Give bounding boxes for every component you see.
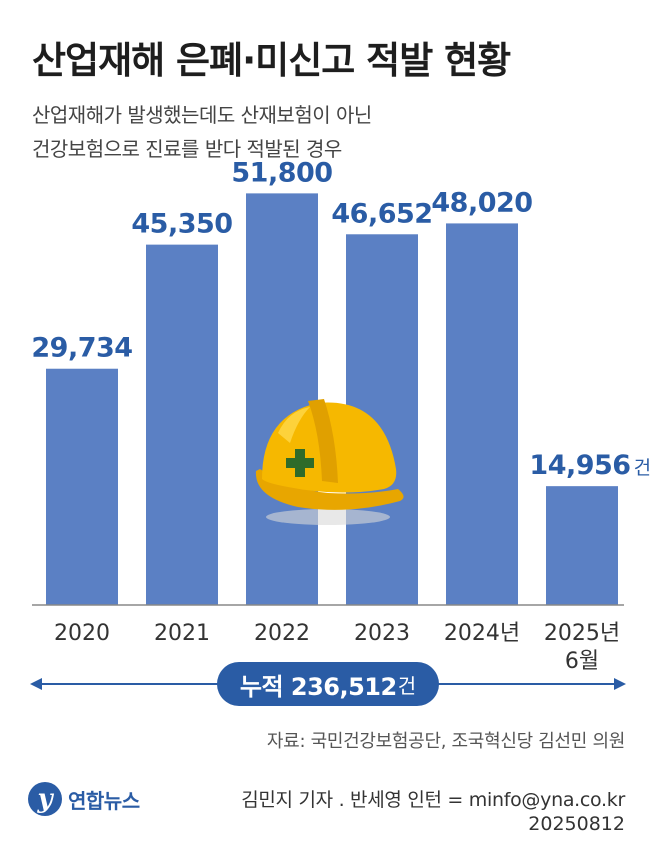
bars-group xyxy=(46,193,618,606)
x-tick-label-5-0: 2025년 xyxy=(544,621,620,646)
date-text: 20250812 xyxy=(528,813,625,835)
bar-2 xyxy=(246,193,318,605)
subtitle-line-1: 산업재해가 발생했는데도 산재보험이 아닌 xyxy=(32,103,372,127)
x-tick-label-2: 2022 xyxy=(254,621,310,646)
value-label-0: 29,734 xyxy=(31,333,132,364)
arrow-left-icon xyxy=(30,678,42,690)
value-label-1: 45,350 xyxy=(131,209,232,240)
subtitle-line-2: 건강보험으로 진료를 받다 적발된 경우 xyxy=(32,137,342,161)
x-tick-label-0: 2020 xyxy=(54,621,110,646)
credit-text: 김민지 기자 . 반세영 인턴 = minfo@yna.co.kr xyxy=(241,789,625,811)
bar-4 xyxy=(446,223,518,605)
total-badge: 누적 236,512 건 xyxy=(217,662,439,706)
total-value: 누적 236,512 xyxy=(239,672,397,701)
value-label-3: 46,652 xyxy=(331,198,432,229)
yonhap-logo: y 연합뉴스 xyxy=(28,782,140,816)
hard-hat-icon xyxy=(255,399,404,525)
logo-text: 연합뉴스 xyxy=(68,788,140,813)
total-unit: 건 xyxy=(397,673,417,698)
x-tick-label-3: 2023 xyxy=(354,621,410,646)
x-tick-label-5-1: 6월 xyxy=(565,649,599,674)
arrow-right-icon xyxy=(614,678,626,690)
x-tick-labels-group: 2020 2021 2022 2023 2024년 2025년 6월 xyxy=(54,621,620,674)
value-label-2: 51,800 xyxy=(231,157,332,188)
value-label-5: 14,956 건 xyxy=(529,450,650,481)
x-tick-label-1: 2021 xyxy=(154,621,210,646)
bar-0 xyxy=(46,368,118,605)
logo-mark-icon: y xyxy=(28,782,62,816)
chart-subtitle: 산업재해가 발생했는데도 산재보험이 아닌 건강보험으로 진료를 받다 적발된 … xyxy=(32,98,372,166)
bar-5 xyxy=(546,486,618,605)
chart-title: 산업재해 은폐·미신고 적발 현황 xyxy=(32,39,511,82)
x-tick-label-4: 2024년 xyxy=(444,621,520,646)
bar-1 xyxy=(146,244,218,606)
cross-icon xyxy=(286,449,314,477)
value-unit: 건 xyxy=(634,457,651,479)
value-label-4: 48,020 xyxy=(431,187,532,218)
source-text: 자료: 국민건강보험공단, 조국혁신당 김선민 의원 xyxy=(266,731,625,752)
